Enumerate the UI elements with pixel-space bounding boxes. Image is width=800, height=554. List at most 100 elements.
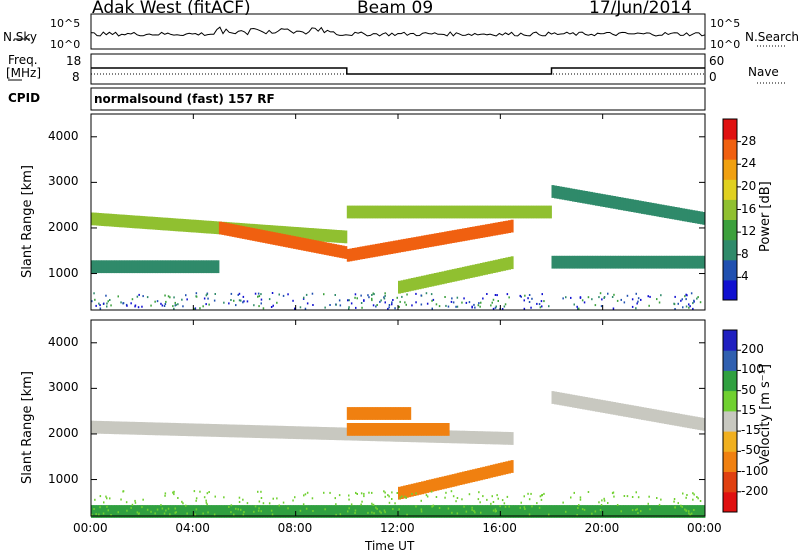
velocity-band-cell: [395, 407, 399, 420]
velocity-band-cell: [126, 505, 130, 518]
velocity-speckle: [207, 511, 209, 514]
velocity-speckle: [233, 513, 235, 516]
power-band-cell: [523, 205, 527, 219]
power-band-cell: [203, 260, 207, 274]
power-band-cell: [449, 269, 453, 283]
velocity-speckle: [199, 490, 201, 493]
velocity-band-cell: [213, 424, 217, 437]
velocity-speckle: [260, 497, 263, 499]
power-band-cell: [316, 228, 320, 242]
power-band-cell: [548, 205, 552, 219]
power-band-cell: [661, 204, 665, 218]
velocity-band-cell: [694, 505, 698, 518]
velocity-speckle: [583, 508, 586, 511]
velocity-band-cell: [170, 505, 174, 518]
velocity-band-cell: [262, 425, 266, 439]
velocity-speckle: [637, 496, 640, 499]
velocity-speckle: [355, 491, 357, 494]
velocity-band-cell: [193, 423, 197, 437]
velocity-speckle: [94, 498, 96, 501]
velocity-band-cell: [111, 421, 115, 435]
velocity-speckle: [165, 509, 167, 512]
power-band-cell: [415, 276, 419, 290]
velocity-band-cell: [190, 505, 194, 518]
power-band-cell: [380, 243, 384, 256]
nsky-label: N.Sky: [3, 30, 38, 44]
velocity-band-cell: [229, 424, 233, 438]
velocity-band-cell: [413, 483, 417, 496]
velocity-speckle: [299, 509, 302, 512]
power-band-cell: [400, 205, 404, 219]
velocity-speckle: [688, 512, 690, 515]
power-band-cell: [615, 196, 619, 210]
velocity-band-cell: [689, 415, 693, 429]
power-speckle: [356, 297, 358, 300]
power-band-cell: [398, 239, 401, 253]
power-speckle: [398, 305, 400, 308]
power-speckle: [494, 294, 497, 296]
power-band-cell: [119, 260, 123, 274]
power-speckle: [616, 299, 619, 302]
power-band-cell: [426, 205, 430, 219]
power-band-cell: [502, 258, 506, 271]
velocity-band-cell: [239, 505, 243, 518]
power-speckle: [603, 297, 605, 299]
power-speckle: [173, 296, 175, 299]
power-band-cell: [692, 210, 696, 223]
velocity-band-cell: [178, 505, 181, 518]
velocity-colorbar: [722, 329, 741, 513]
power-speckle: [486, 293, 488, 295]
power-band-cell: [308, 239, 312, 252]
velocity-band-cell: [584, 505, 588, 518]
power-speckle: [120, 301, 122, 304]
power-speckle: [548, 305, 550, 308]
power-speckle: [350, 302, 353, 305]
power-speckle: [689, 305, 691, 308]
velocity-band-cell: [656, 409, 660, 423]
velocity-band-cell: [144, 422, 148, 435]
power-speckle: [579, 296, 582, 299]
velocity-band-cell: [392, 505, 396, 518]
power-band-cell: [375, 243, 378, 257]
velocity-speckle: [105, 495, 107, 498]
velocity-band-cell: [134, 421, 138, 435]
power-band-cell: [635, 255, 639, 269]
velocity-speckle: [375, 506, 377, 509]
velocity-band-cell: [377, 423, 381, 436]
velocity-band-cell: [152, 505, 156, 518]
power-band-cell: [405, 205, 409, 219]
velocity-band-cell: [351, 407, 355, 420]
velocity-band-cell: [121, 421, 125, 435]
velocity-band-cell: [277, 505, 281, 518]
power-band-cell: [482, 262, 486, 276]
velocity-speckle: [167, 507, 170, 510]
velocity-band-cell: [185, 505, 189, 518]
power-colorbar: [722, 118, 741, 301]
power-speckle: [674, 295, 676, 298]
velocity-band-cell: [400, 486, 404, 499]
power-speckle: [287, 293, 289, 296]
power-band-cell: [561, 186, 565, 200]
velocity-speckle: [384, 511, 386, 514]
velocity-band-cell: [206, 423, 210, 437]
velocity-speckle: [335, 513, 337, 516]
nave-tick-top: 60: [709, 54, 725, 68]
velocity-band-cell: [346, 423, 350, 436]
power-band-cell: [456, 229, 460, 243]
x-tick-label: 00:00: [687, 521, 722, 535]
velocity-band-cell: [346, 407, 350, 420]
power-speckle: [182, 305, 184, 308]
power-speckle: [302, 297, 305, 300]
velocity-band-cell: [658, 505, 662, 518]
power-speckle: [306, 302, 309, 305]
power-band-cell: [226, 223, 230, 236]
power-speckle: [623, 301, 626, 304]
velocity-band-cell: [451, 474, 455, 487]
power-speckle: [324, 306, 326, 309]
power-band-cell: [375, 205, 378, 219]
power-speckle: [538, 303, 541, 306]
velocity-band-cell: [497, 431, 501, 445]
velocity-band-cell: [349, 423, 353, 436]
velocity-speckle: [109, 497, 111, 500]
power-band-cell: [272, 225, 276, 239]
